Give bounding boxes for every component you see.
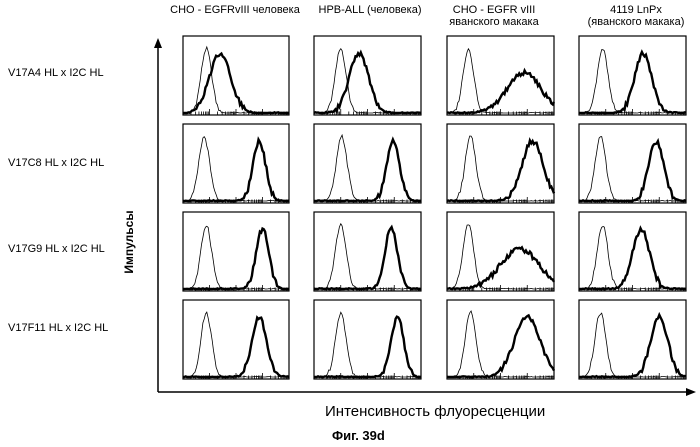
histogram-panel-r1-c2 [314, 36, 421, 115]
histogram-panel-r1-c3 [447, 36, 554, 115]
histogram-grid [0, 0, 700, 447]
histogram-panel-r4-c3 [447, 300, 554, 379]
panel-frame [579, 36, 686, 115]
histogram-panel-r2-c1 [183, 124, 289, 203]
y-axis-arrow [154, 38, 162, 48]
x-axis-arrow [686, 388, 696, 396]
histogram-panel-r4-c4 [579, 300, 686, 379]
histogram-panel-r3-c2 [314, 212, 421, 291]
histogram-panel-r2-c3 [447, 124, 554, 203]
panel-frame [314, 300, 421, 379]
histogram-panel-r3-c1 [183, 212, 289, 291]
histogram-panel-r1-c4 [579, 36, 686, 115]
histogram-panel-r3-c4 [579, 212, 686, 291]
histogram-panel-r2-c2 [314, 124, 421, 203]
histogram-panel-r4-c1 [183, 300, 289, 379]
histogram-panel-r4-c2 [314, 300, 421, 379]
panel-frame [183, 212, 289, 291]
panel-frame [447, 124, 554, 203]
histogram-panel-r1-c1 [183, 36, 289, 115]
histogram-panel-r3-c3 [447, 212, 554, 291]
histogram-panel-r2-c4 [579, 124, 686, 203]
